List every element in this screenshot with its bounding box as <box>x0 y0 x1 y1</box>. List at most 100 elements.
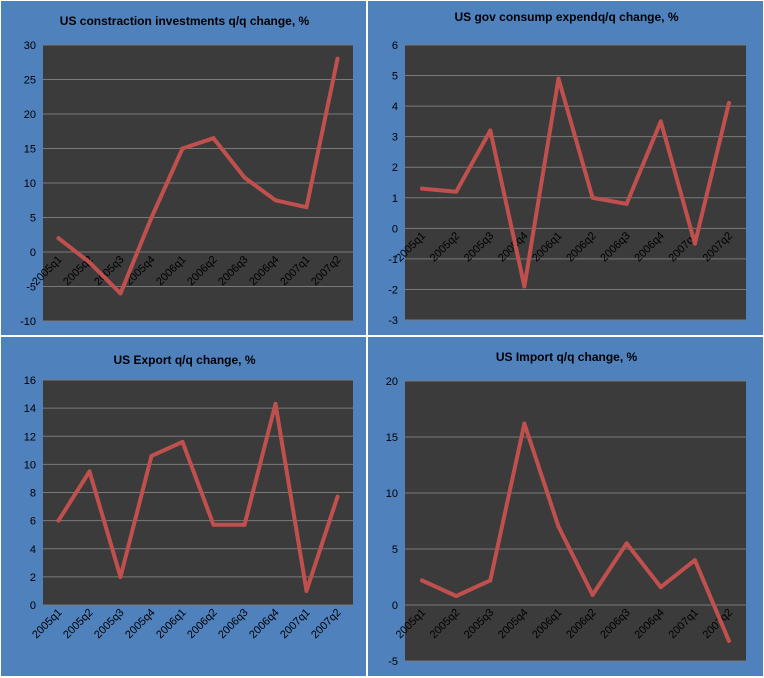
x-tick-label: 2006q1 <box>154 607 188 641</box>
x-tick-label: 2006q3 <box>216 607 250 641</box>
chart-panel-import: US Import q/q change, % -5 0 5 10 15 20 2005q1 2… <box>367 336 764 677</box>
y-tick-label: 14 <box>24 403 36 415</box>
chart-svg-construction: US constraction investments q/q change, … <box>20 14 353 328</box>
y-tick-label: 1 <box>392 193 398 205</box>
y-tick-label: 10 <box>386 488 398 500</box>
data-point <box>420 186 425 191</box>
y-tick-label: 0 <box>392 223 398 235</box>
data-point <box>658 585 663 590</box>
data-point <box>488 128 493 133</box>
data-point <box>56 518 61 523</box>
y-tick-label: 10 <box>24 459 36 471</box>
y-tick-label: 4 <box>30 544 36 556</box>
data-point <box>488 578 493 583</box>
data-point <box>590 195 595 200</box>
data-point <box>273 401 278 406</box>
y-tick-label: 20 <box>386 376 398 388</box>
y-tick-label: 25 <box>24 75 36 87</box>
y-tick-label: 2 <box>392 162 398 174</box>
data-point <box>118 574 123 579</box>
y-tick-label: -2 <box>388 284 398 296</box>
data-point <box>211 522 216 527</box>
y-tick-label: 5 <box>392 71 398 83</box>
chart-title: US constraction investments q/q change, … <box>60 14 310 28</box>
data-point <box>420 578 425 583</box>
x-tick-label: 2006q2 <box>185 607 219 641</box>
x-tick-label: 2005q2 <box>61 607 95 641</box>
y-tick-label: 4 <box>392 101 398 113</box>
y-tick-label: -5 <box>388 656 398 668</box>
chart-title: US Import q/q change, % <box>496 350 638 364</box>
data-point <box>242 522 247 527</box>
x-tick-label: 2006q4 <box>247 607 281 641</box>
y-tick-label: 15 <box>386 432 398 444</box>
data-point <box>556 524 561 529</box>
data-point <box>624 541 629 546</box>
data-point <box>522 421 527 426</box>
y-tick-label: 15 <box>24 144 36 156</box>
y-tick-label: 12 <box>24 431 36 443</box>
data-point <box>335 494 340 499</box>
data-point <box>692 558 697 563</box>
y-tick-label: 3 <box>392 132 398 144</box>
data-point <box>522 284 527 289</box>
y-tick-label: 0 <box>30 247 36 259</box>
y-tick-label: -10 <box>20 316 36 328</box>
y-tick-label: -5 <box>26 282 36 294</box>
plot-area <box>405 381 746 661</box>
data-point <box>149 453 154 458</box>
data-point <box>242 175 247 180</box>
y-tick-label: 6 <box>392 40 398 52</box>
data-point <box>87 469 92 474</box>
series-line <box>56 401 340 593</box>
data-point <box>726 101 731 106</box>
x-tick-label: 2005q3 <box>92 607 126 641</box>
data-point <box>304 588 309 593</box>
x-tick-label: 2005q4 <box>123 607 157 641</box>
y-tick-label: 10 <box>24 178 36 190</box>
plot-area <box>405 45 746 320</box>
data-point <box>454 189 459 194</box>
y-tick-label: 8 <box>30 488 36 500</box>
chart-svg-export: US Export q/q change, % 0 2 4 6 8 10 12 14 16 2005… <box>24 353 353 641</box>
data-point <box>726 638 731 643</box>
chart-svg-gov-consumption: US gov consump expendq/q change, % -3 -2 -1… <box>388 10 746 327</box>
data-point <box>56 236 61 241</box>
data-point <box>180 439 185 444</box>
data-point <box>590 592 595 597</box>
data-point <box>118 291 123 296</box>
series-line <box>420 421 731 643</box>
y-tick-label: 2 <box>30 572 36 584</box>
y-tick-label: 0 <box>392 600 398 612</box>
chart-panel-construction: US constraction investments q/q change, … <box>0 0 367 336</box>
x-tick-label: 2007q1 <box>278 607 312 641</box>
y-tick-label: 30 <box>24 40 36 52</box>
data-point <box>180 146 185 151</box>
data-point <box>87 260 92 265</box>
y-tick-label: 0 <box>30 600 36 612</box>
y-tick-label: 5 <box>30 213 36 225</box>
data-point <box>304 205 309 210</box>
chart-panel-gov-consumption: US gov consump expendq/q change, % -3 -2 -1… <box>367 0 764 336</box>
data-point <box>211 136 216 141</box>
series-line <box>56 56 340 296</box>
x-tick-label: 2007q2 <box>309 607 343 641</box>
data-point <box>454 594 459 599</box>
data-point <box>692 241 697 246</box>
y-tick-label: 6 <box>30 516 36 528</box>
data-point <box>273 198 278 203</box>
y-tick-label: -1 <box>388 254 398 266</box>
chart-panel-export: US Export q/q change, % 0 2 4 6 8 10 12 14 16 2005… <box>0 336 367 677</box>
data-point <box>624 201 629 206</box>
y-tick-label: 20 <box>24 109 36 121</box>
chart-title: US Export q/q change, % <box>113 353 255 367</box>
series-line <box>420 76 731 289</box>
y-tick-label: 5 <box>392 544 398 556</box>
data-point <box>335 56 340 61</box>
y-tick-label: -3 <box>388 315 398 327</box>
data-point <box>149 215 154 220</box>
data-point <box>658 119 663 124</box>
data-point <box>556 76 561 81</box>
y-tick-label: 16 <box>24 375 36 387</box>
